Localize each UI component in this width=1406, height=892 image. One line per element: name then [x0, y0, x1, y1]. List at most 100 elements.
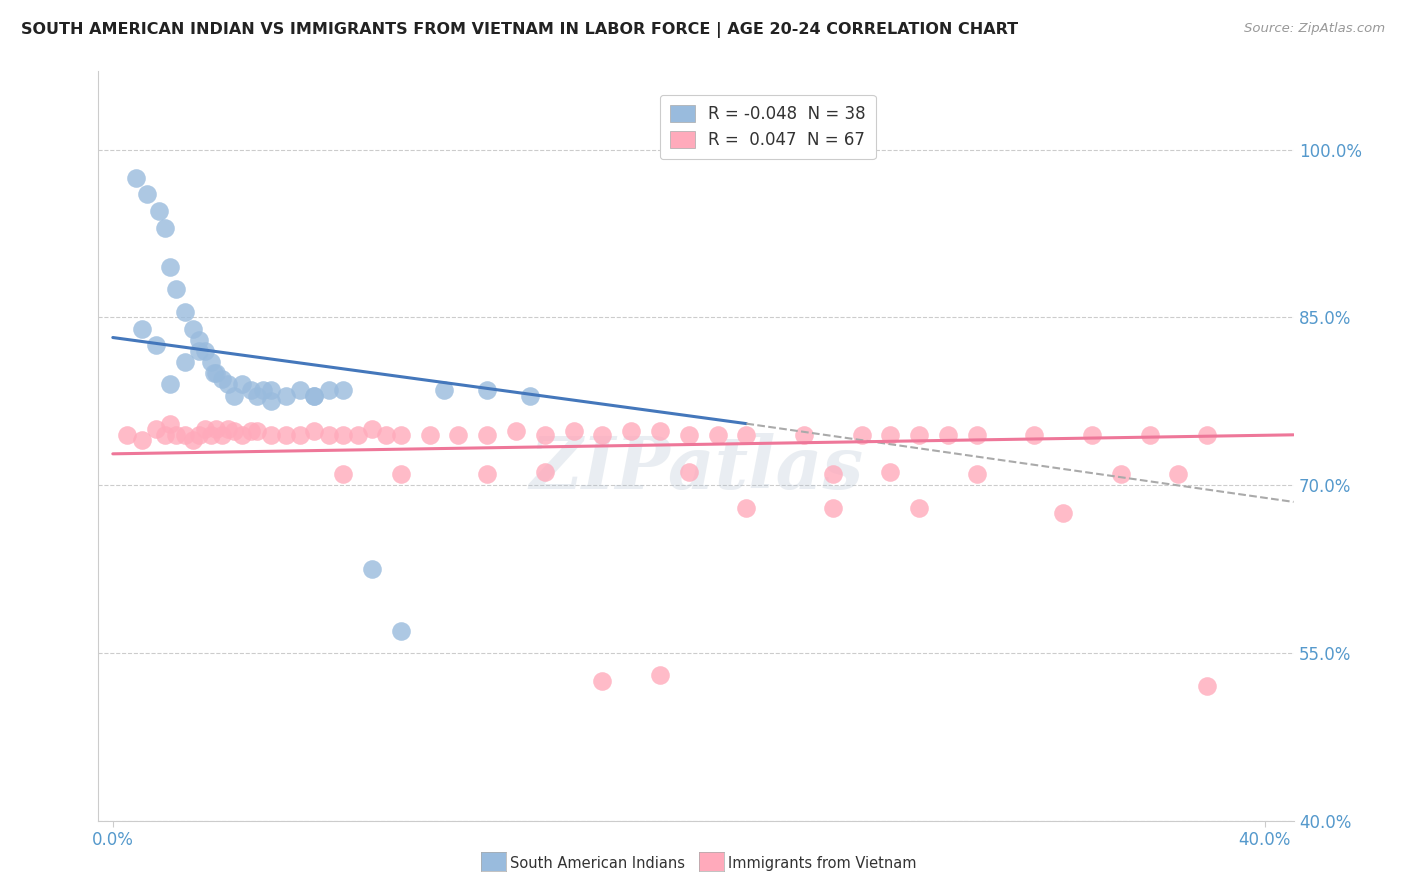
Point [419, 427, 441, 442]
Point [389, 427, 412, 442]
Point [389, 624, 412, 638]
Point [648, 425, 671, 439]
Point [274, 389, 297, 403]
Point [1081, 427, 1104, 442]
Point [131, 321, 153, 335]
Point [222, 389, 245, 403]
Point [332, 467, 354, 481]
Point [332, 383, 354, 397]
Point [936, 427, 959, 442]
Point [591, 673, 613, 688]
Point [260, 427, 283, 442]
Point [908, 500, 931, 515]
Point [188, 343, 211, 358]
Point [706, 427, 728, 442]
Point [260, 394, 283, 409]
Point [332, 427, 354, 442]
Point [346, 427, 368, 442]
Point [211, 427, 233, 442]
Point [519, 389, 541, 403]
Point [1139, 427, 1161, 442]
Point [194, 343, 217, 358]
Point [562, 425, 585, 439]
Point [477, 427, 499, 442]
Point [246, 389, 269, 403]
Point [188, 333, 211, 347]
Point [533, 465, 555, 479]
Point [318, 383, 340, 397]
Point [183, 321, 205, 335]
Point [252, 383, 274, 397]
Legend: R = -0.048  N = 38, R =  0.047  N = 67: R = -0.048 N = 38, R = 0.047 N = 67 [659, 95, 876, 160]
Point [477, 467, 499, 481]
Point [115, 427, 138, 442]
Point [966, 427, 988, 442]
Point [159, 417, 181, 431]
Point [318, 427, 340, 442]
Point [231, 377, 253, 392]
Point [217, 422, 239, 436]
Point [145, 338, 167, 352]
Point [159, 260, 181, 274]
Point [1197, 427, 1219, 442]
Point [240, 425, 263, 439]
Point [205, 422, 228, 436]
Point [202, 367, 225, 381]
Point [159, 377, 181, 392]
Point [173, 427, 195, 442]
Text: South American Indians: South American Indians [510, 856, 685, 871]
Point [793, 427, 815, 442]
Point [125, 170, 148, 185]
Point [145, 422, 167, 436]
Text: ZIPatlas: ZIPatlas [529, 433, 863, 504]
Point [735, 500, 758, 515]
Point [533, 427, 555, 442]
Point [260, 383, 283, 397]
Point [304, 389, 326, 403]
Point [200, 427, 222, 442]
Point [821, 467, 844, 481]
Point [361, 422, 384, 436]
Point [136, 187, 159, 202]
Point [505, 425, 527, 439]
Point [1109, 467, 1132, 481]
Point [217, 377, 239, 392]
Text: Source: ZipAtlas.com: Source: ZipAtlas.com [1244, 22, 1385, 36]
Point [620, 425, 643, 439]
Point [173, 305, 195, 319]
Point [735, 427, 758, 442]
Point [304, 425, 326, 439]
Point [879, 427, 901, 442]
Point [194, 422, 217, 436]
Point [648, 668, 671, 682]
Point [433, 383, 456, 397]
Point [908, 427, 931, 442]
Point [678, 427, 700, 442]
Point [361, 562, 384, 576]
Point [148, 204, 170, 219]
Point [183, 434, 205, 448]
Point [288, 427, 311, 442]
Point [304, 389, 326, 403]
Point [821, 500, 844, 515]
Point [879, 465, 901, 479]
Point [389, 467, 412, 481]
Point [211, 372, 233, 386]
Point [240, 383, 263, 397]
Point [1197, 680, 1219, 694]
Point [200, 355, 222, 369]
Text: SOUTH AMERICAN INDIAN VS IMMIGRANTS FROM VIETNAM IN LABOR FORCE | AGE 20-24 CORR: SOUTH AMERICAN INDIAN VS IMMIGRANTS FROM… [21, 22, 1018, 38]
Point [1167, 467, 1189, 481]
Point [274, 427, 297, 442]
Point [153, 221, 176, 235]
Point [153, 427, 176, 442]
Point [222, 425, 245, 439]
Point [165, 427, 187, 442]
Point [205, 367, 228, 381]
Point [1052, 506, 1074, 520]
Point [966, 467, 988, 481]
Point [678, 465, 700, 479]
Point [851, 427, 873, 442]
Point [188, 427, 211, 442]
Point [231, 427, 253, 442]
